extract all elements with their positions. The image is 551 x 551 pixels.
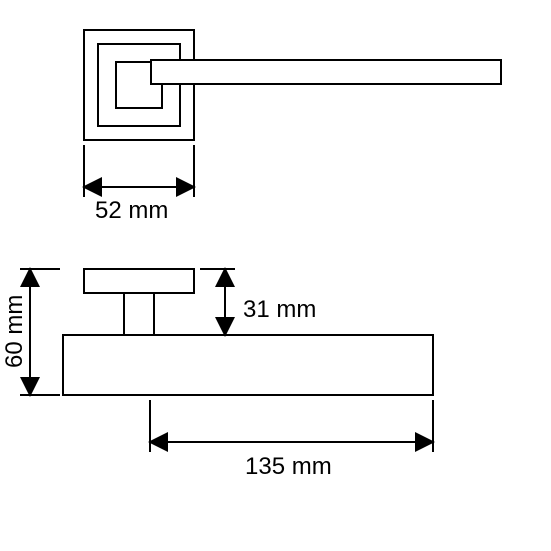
neck (124, 293, 154, 335)
dim-60mm: 60 mm (1, 269, 60, 395)
dim-31mm: 31 mm (200, 269, 316, 335)
dim-135mm: 135 mm (150, 400, 433, 480)
side-view: 60 mm 31 mm 135 mm (1, 269, 433, 480)
dim-31mm-label: 31 mm (243, 296, 316, 323)
dim-52mm: 52 mm (84, 145, 194, 224)
top-view: 52 mm (84, 30, 501, 224)
dim-60mm-label: 60 mm (1, 295, 28, 368)
dim-135mm-label: 135 mm (245, 453, 332, 480)
lever-top (63, 335, 433, 395)
back-plate (84, 269, 194, 293)
dim-52mm-label: 52 mm (95, 197, 168, 224)
lever-front (151, 60, 501, 84)
technical-drawing: 52 mm 60 mm 31 mm 135 mm (0, 0, 551, 551)
